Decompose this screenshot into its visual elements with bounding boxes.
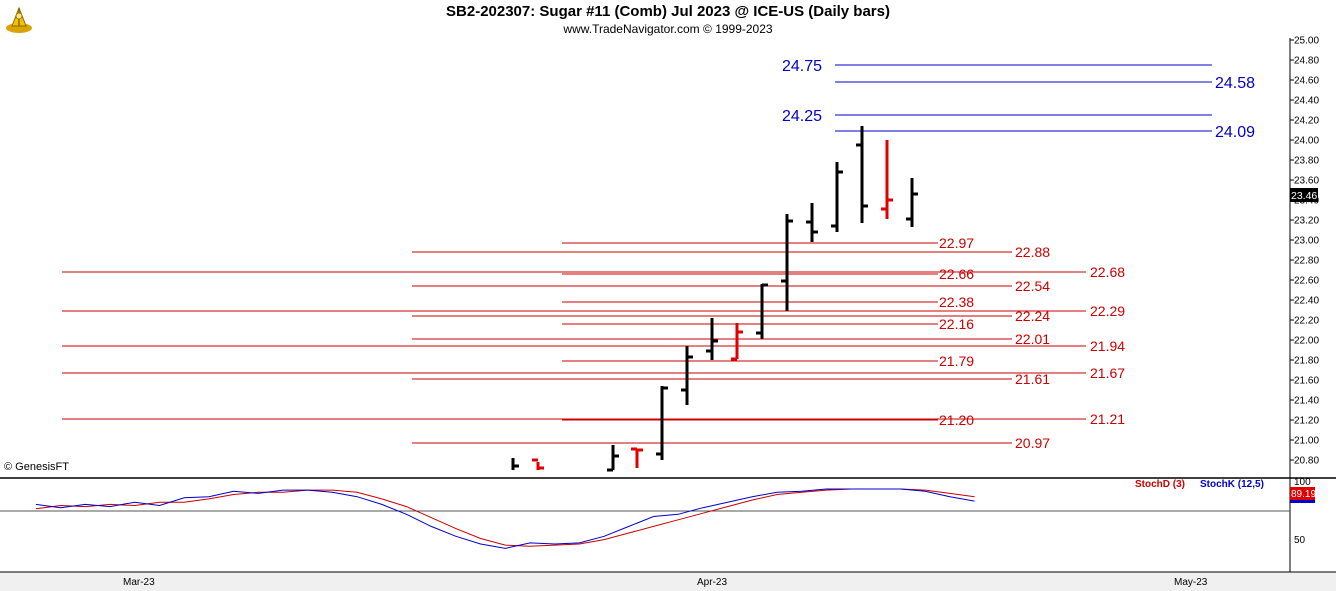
price-tick-label: 25.00 xyxy=(1294,36,1319,47)
price-tick-label: 24.20 xyxy=(1294,116,1319,127)
level-label: 22.88 xyxy=(1015,244,1050,260)
level-label: 22.24 xyxy=(1015,308,1050,324)
price-tick-label: 21.00 xyxy=(1294,436,1319,447)
stoch-legend-d: StochD (3) xyxy=(1135,479,1185,490)
level-label: 22.68 xyxy=(1090,264,1125,280)
copyright-label: © GenesisFT xyxy=(4,461,69,473)
level-label: 24.75 xyxy=(782,58,822,75)
time-label-apr: Apr-23 xyxy=(697,577,727,588)
last-price-label: 23.46 xyxy=(1291,190,1317,202)
price-tick-label: 23.80 xyxy=(1294,156,1319,167)
price-tick-label: 24.80 xyxy=(1294,56,1319,67)
stoch-k-series xyxy=(35,488,975,549)
level-label: 22.01 xyxy=(1015,331,1050,347)
level-label: 21.79 xyxy=(939,353,974,369)
chart-header: SB2-202307: Sugar #11 (Comb) Jul 2023 @ … xyxy=(0,0,1336,38)
price-tick-label: 21.20 xyxy=(1294,416,1319,427)
level-label: 22.16 xyxy=(939,316,974,332)
trade-navigator-logo-icon xyxy=(6,6,32,33)
price-panel: 25.00 24.80 24.60 24.40 24.20 24.00 23.80 23.60… xyxy=(62,36,1319,478)
level-label: 22.29 xyxy=(1090,303,1125,319)
price-tick-label: 24.00 xyxy=(1294,136,1319,147)
price-tick-label: 22.80 xyxy=(1294,256,1319,267)
stoch-last-value: 89.19 xyxy=(1291,489,1316,500)
price-tick-label: 23.60 xyxy=(1294,176,1319,187)
chart-title: SB2-202307: Sugar #11 (Comb) Jul 2023 @ … xyxy=(446,3,890,20)
stoch-legend-k: StochK (12,5) xyxy=(1200,479,1264,490)
price-tick-label: 21.40 xyxy=(1294,396,1319,407)
stoch-last-value-box-underlay xyxy=(1290,500,1315,503)
price-levels: 24.75 24.58 24.25 24.09 22.97 22.88 22.68 22.66… xyxy=(62,58,1255,451)
price-bars xyxy=(511,126,918,472)
time-axis: Mar-23 Apr-23 May-23 xyxy=(0,571,1336,591)
stoch-tick-100: 100 xyxy=(1294,477,1311,488)
stoch-d-series xyxy=(35,488,975,547)
time-label-mar: Mar-23 xyxy=(123,577,155,588)
level-label: 22.97 xyxy=(939,235,974,251)
stochastic-panel: 100 50 89.19 StochD (3) StochK (12,5) xyxy=(0,477,1316,572)
level-label: 24.09 xyxy=(1215,124,1255,141)
level-label: 24.58 xyxy=(1215,75,1255,92)
level-label: 22.54 xyxy=(1015,278,1050,294)
level-label: 21.21 xyxy=(1090,411,1125,427)
level-label: 20.97 xyxy=(1015,435,1050,451)
price-tick-label: 22.00 xyxy=(1294,336,1319,347)
price-tick-label: 23.20 xyxy=(1294,216,1319,227)
price-tick-label: 23.00 xyxy=(1294,236,1319,247)
level-label: 21.61 xyxy=(1015,371,1050,387)
price-axis: 25.00 24.80 24.60 24.40 24.20 24.00 23.80 23.60… xyxy=(1290,36,1319,467)
level-label: 21.94 xyxy=(1090,338,1125,354)
level-label: 21.67 xyxy=(1090,365,1125,381)
stoch-tick-50: 50 xyxy=(1294,535,1306,546)
time-axis-background xyxy=(0,572,1336,591)
level-label: 24.25 xyxy=(782,108,822,125)
price-tick-label: 21.60 xyxy=(1294,376,1319,387)
price-tick-label: 20.80 xyxy=(1294,456,1319,467)
price-tick-label: 24.60 xyxy=(1294,76,1319,87)
chart-subtitle: www.TradeNavigator.com © 1999-2023 xyxy=(563,22,773,36)
price-tick-label: 22.20 xyxy=(1294,316,1319,327)
level-label: 22.38 xyxy=(939,294,974,310)
price-tick-label: 22.60 xyxy=(1294,276,1319,287)
level-label: 22.66 xyxy=(939,266,974,282)
last-price-box xyxy=(1290,188,1318,202)
price-tick-label: 24.40 xyxy=(1294,96,1319,107)
price-tick-label: 22.40 xyxy=(1294,296,1319,307)
level-label: 21.20 xyxy=(939,412,974,428)
last-price-tag: 23.46 xyxy=(1290,188,1318,202)
time-label-may: May-23 xyxy=(1174,577,1208,588)
stoch-last-value-box xyxy=(1290,487,1315,500)
price-tick-label: 21.80 xyxy=(1294,356,1319,367)
